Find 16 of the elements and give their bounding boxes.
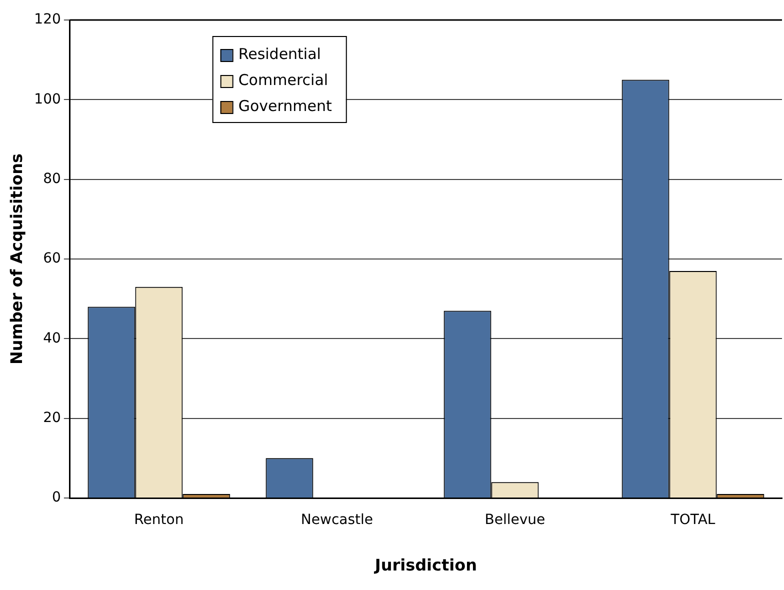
y-tick-label: 120 <box>34 12 61 28</box>
x-axis-title: Jurisdiction <box>374 556 478 575</box>
y-axis-title: Number of Acquisitions <box>6 154 26 364</box>
legend-label: Government <box>238 96 332 115</box>
x-tick-label: TOTAL <box>670 512 716 528</box>
y-tick-label: 60 <box>43 250 61 267</box>
legend-label: Residential <box>238 44 321 63</box>
y-tick-label: 100 <box>34 91 61 108</box>
x-tick-label: Newcastle <box>300 512 374 528</box>
x-tick-label: Bellevue <box>484 512 546 528</box>
y-tick-label: 80 <box>43 170 61 187</box>
x-tick-label: Renton <box>134 512 184 528</box>
y-tick-label: 0 <box>52 490 61 506</box>
y-tick-label: 20 <box>43 410 61 426</box>
legend-label: Commercial <box>238 70 328 89</box>
y-tick-label: 40 <box>43 330 61 346</box>
